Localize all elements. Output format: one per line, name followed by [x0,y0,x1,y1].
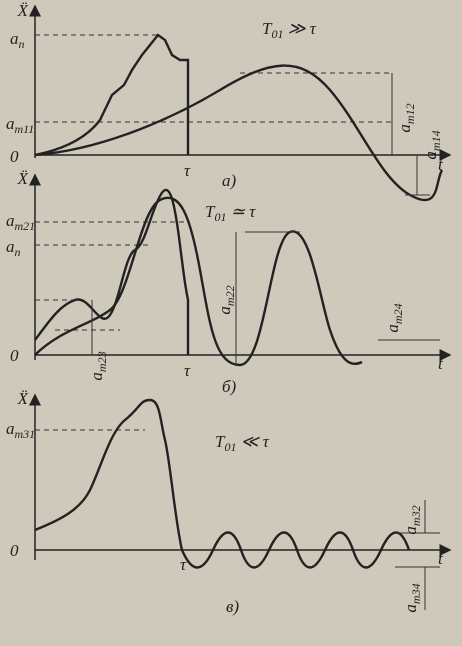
level-label: am24 [383,303,405,332]
ratio-base: T [215,432,226,451]
level-label-base: a [395,124,414,133]
ratio-base: T [262,19,273,38]
caption: в) [226,597,239,616]
level-label-sub: m23 [95,351,109,372]
tau: τ [184,361,191,380]
level-label-base: a [401,604,420,613]
level-label-sub: m32 [409,505,423,526]
level-label-sub: m14 [429,130,443,151]
response [34,64,444,202]
level-label: am32 [401,505,423,534]
y-label: Ẍ [17,389,29,408]
level-label-base: a [401,526,420,535]
ratio-rel: ≫ τ [283,19,316,38]
level-label: am31 [6,419,35,441]
guide-lines [35,221,190,331]
level-label-sub: п [19,37,25,51]
t-label: t [438,155,444,174]
ratio: T01 ≪ τ [215,432,270,454]
t-label: t [438,354,444,373]
level-label-base: a [421,151,440,160]
ratio-base: T [205,202,216,221]
level-label-sub: m24 [391,303,405,324]
ratio-sub: 01 [214,210,226,224]
level-label-sub: m11 [15,122,35,136]
level-label-sub: m31 [15,427,36,441]
caption: а) [222,171,237,190]
amplitude-marks [395,500,440,610]
level-label-sub: m12 [403,103,417,124]
panel-b [29,173,452,367]
origin: 0 [10,541,19,560]
ratio-rel: ≪ τ [236,432,269,451]
level-label-base: a [6,114,15,133]
level-label-sub: m21 [15,219,36,233]
y-label: Ẍ [17,169,29,188]
response [34,196,363,367]
ratio-sub: 01 [224,440,236,454]
guide-lines [35,34,392,123]
level-label-base: a [10,29,19,48]
level-label-sub: m22 [223,285,237,306]
ratio-sub: 01 [271,27,283,41]
level-label-base: a [6,211,15,230]
t-label: t [438,549,444,568]
level-label-base: a [383,324,402,333]
level-label-base: a [87,372,106,381]
level-label: am11 [6,114,34,136]
level-label-sub: п [15,245,21,259]
pulse [34,33,190,157]
level-label: aп [10,29,25,51]
level-label: am34 [401,583,423,612]
panel-c [29,393,452,610]
ratio: T01 ≃ τ [205,202,256,224]
caption: б) [222,377,237,396]
pulse [34,398,184,551]
tau: τ [184,161,191,180]
level-label: am22 [215,285,237,314]
level-label-base: a [6,237,15,256]
level-label-base: a [215,306,234,315]
y-label: Ẍ [17,1,29,20]
level-label: aп [6,237,21,259]
origin: 0 [10,147,19,166]
response [180,531,411,569]
ratio-rel: ≃ τ [226,202,256,221]
level-label-base: a [6,419,15,438]
panel-a [29,4,452,202]
level-label: am14 [421,130,443,159]
ratio: T01 ≫ τ [262,19,317,41]
amplitude-marks [91,231,440,365]
origin: 0 [10,346,19,365]
level-label: am23 [87,351,109,380]
level-label: am12 [395,103,417,132]
level-label-sub: m34 [409,583,423,604]
tau: τ [180,555,187,574]
amplitude-marks [391,73,430,196]
level-label: am21 [6,211,35,233]
